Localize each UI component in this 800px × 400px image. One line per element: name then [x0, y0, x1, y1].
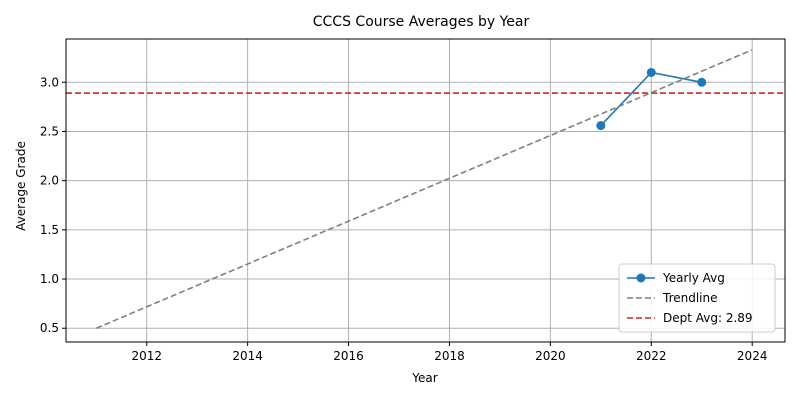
x-tick-label: 2022: [636, 349, 667, 363]
yearly-avg-point: [697, 77, 707, 87]
x-tick-label: 2016: [333, 349, 364, 363]
y-tick-label: 3.0: [40, 75, 59, 89]
y-tick-label: 2.5: [40, 124, 59, 138]
x-tick-label: 2014: [232, 349, 263, 363]
legend-label: Dept Avg: 2.89: [663, 311, 753, 325]
y-tick-label: 1.0: [40, 272, 59, 286]
yearly-avg-point: [596, 121, 606, 131]
legend-label: Yearly Avg: [662, 271, 725, 285]
y-tick-label: 0.5: [40, 321, 59, 335]
x-tick-label: 2020: [535, 349, 566, 363]
x-tick-label: 2012: [131, 349, 162, 363]
x-tick-label: 2018: [434, 349, 465, 363]
series-layer: [95, 49, 753, 329]
legend-item-dept-avg: Dept Avg: 2.89: [627, 311, 753, 325]
legend-item-yearly-avg: Yearly Avg: [627, 271, 725, 285]
x-tick-label: 2024: [737, 349, 768, 363]
grid-lines: [66, 39, 785, 342]
y-tick-label: 2.0: [40, 174, 59, 188]
legend-item-trendline: Trendline: [627, 291, 718, 305]
y-tick-label: 1.5: [40, 223, 59, 237]
yearly-avg-point: [646, 67, 656, 77]
chart-title: CCCS Course Averages by Year: [313, 14, 530, 30]
plot-frame: [65, 38, 786, 343]
legend-box: [618, 263, 776, 333]
x-axis-title: Year: [411, 371, 437, 385]
axis-ticks: 2012 2014 2016 2018 2020 2022 2024 0.5 1.0 1.5 2.0…: [40, 75, 768, 363]
legend-label: Trendline: [662, 291, 718, 305]
legend-marker: [636, 273, 646, 283]
trendline: [95, 49, 753, 329]
y-axis-title: Average Grade: [14, 141, 28, 231]
legend: Yearly Avg Trendline Dept Avg: 2.89: [618, 263, 776, 333]
